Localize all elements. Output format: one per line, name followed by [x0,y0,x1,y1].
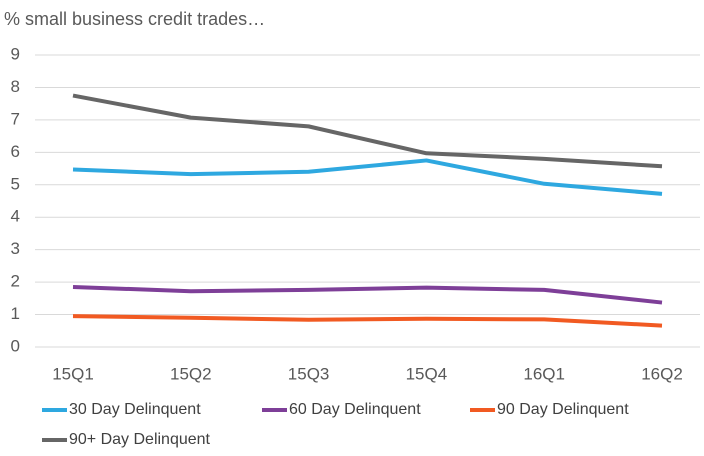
x-tick-label: 15Q4 [406,364,448,383]
series-line [72,314,663,328]
series-line [72,158,663,196]
legend-label: 30 Day Delinquent [69,401,201,418]
series-line [72,93,663,169]
x-tick-label: 16Q1 [523,364,565,383]
x-tick-label: 15Q2 [170,364,212,383]
y-tick-label: 1 [11,304,20,323]
legend-label: 90 Day Delinquent [497,401,629,418]
legend-label: 90+ Day Delinquent [69,431,211,448]
legend-label: 60 Day Delinquent [289,401,421,418]
y-tick-label: 5 [11,174,20,193]
y-tick-label: 7 [11,109,20,128]
y-tick-label: 9 [11,44,20,63]
x-tick-label: 16Q2 [641,364,683,383]
y-tick-label: 4 [11,207,20,226]
x-tick-label: 15Q3 [288,364,330,383]
y-tick-label: 0 [11,336,20,355]
x-tick-label: 15Q1 [52,364,94,383]
y-tick-label: 3 [11,239,20,258]
y-tick-label: 6 [11,142,20,161]
y-tick-label: 8 [11,77,20,96]
y-tick-label: 2 [11,272,20,291]
chart-title: % small business credit trades… [4,9,265,29]
series-line [72,284,663,305]
